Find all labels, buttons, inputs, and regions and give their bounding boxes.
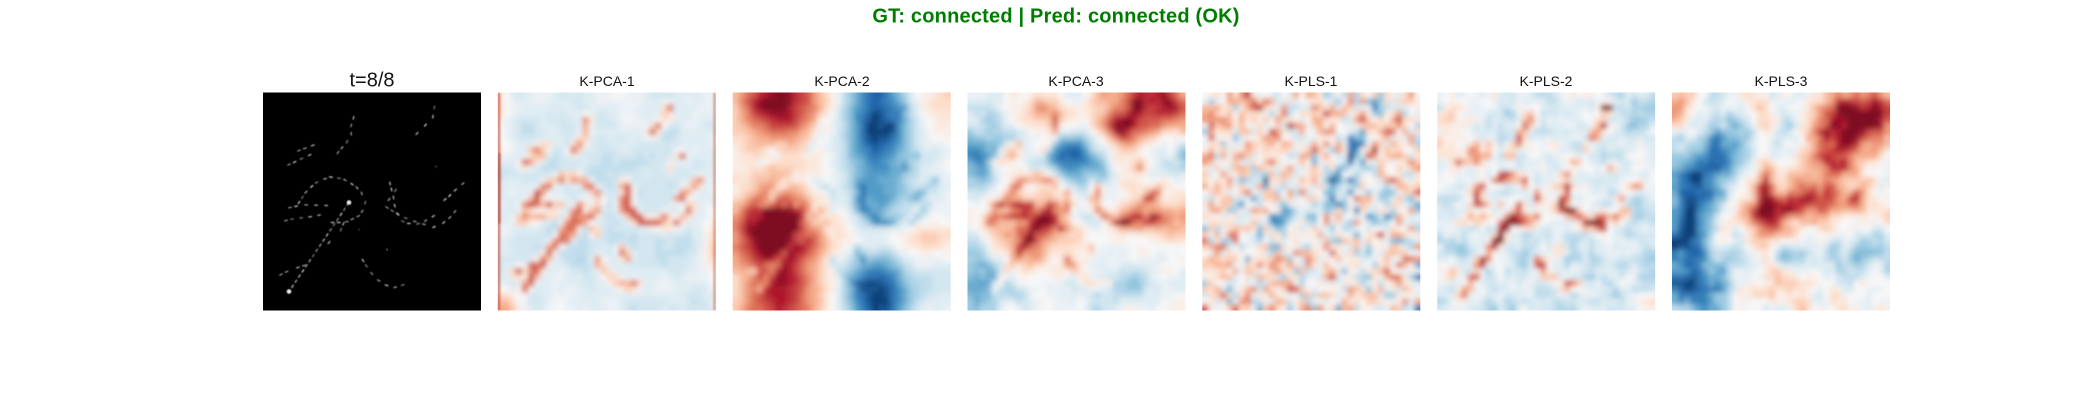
svg-text:K-PCA-2: K-PCA-2 — [814, 73, 869, 89]
svg-text:K-PLS-3: K-PLS-3 — [1755, 73, 1808, 89]
svg-text:K-PCA-3: K-PCA-3 — [1048, 73, 1103, 89]
svg-text:t=8/8: t=8/8 — [349, 69, 394, 91]
svg-text:K-PLS-1: K-PLS-1 — [1285, 73, 1338, 89]
svg-text:K-PCA-1: K-PCA-1 — [579, 73, 634, 89]
svg-text:K-PLS-2: K-PLS-2 — [1520, 73, 1573, 89]
svg-text:GT: connected | Pred: connecte: GT: connected | Pred: connected (OK) — [872, 6, 1239, 28]
